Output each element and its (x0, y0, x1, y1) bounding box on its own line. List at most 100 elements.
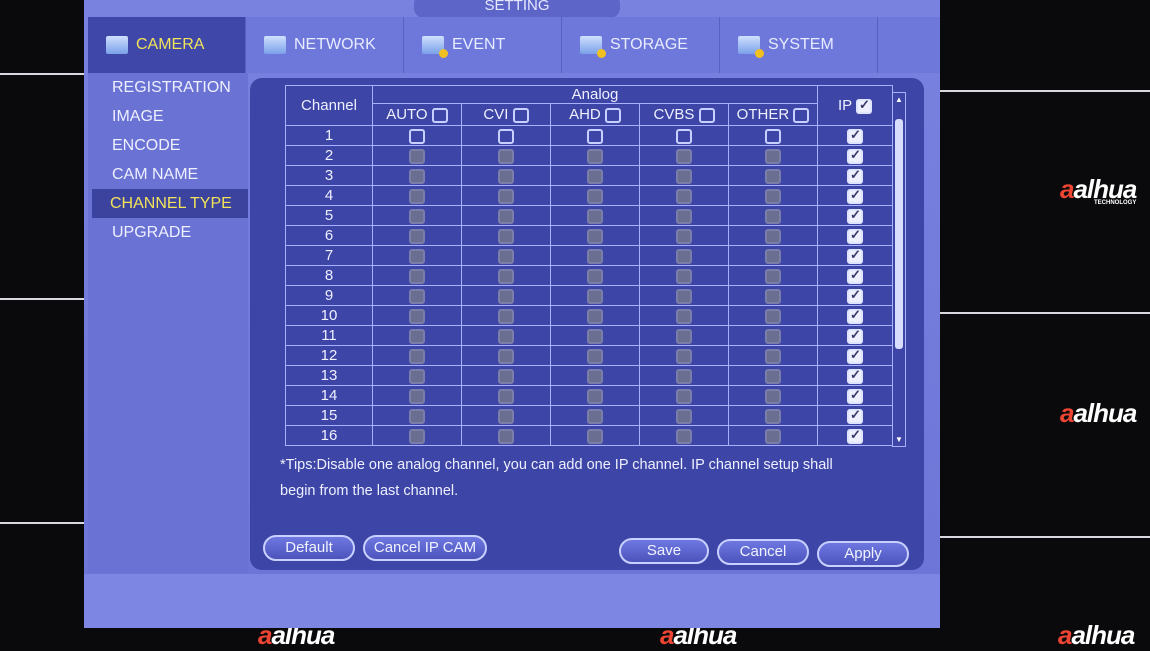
scroll-down-icon[interactable]: ▼ (895, 435, 903, 444)
tab-label: CAMERA (136, 36, 205, 53)
dahua-logo: aalhua (1060, 398, 1137, 428)
save-button[interactable]: Save (619, 538, 709, 564)
analog-cell (461, 185, 551, 206)
ip-checkbox[interactable] (847, 147, 863, 164)
channel-number: 2 (285, 145, 373, 166)
ip-checkbox[interactable] (847, 167, 863, 184)
ip-checkbox[interactable] (847, 307, 863, 324)
ip-checkbox[interactable] (847, 327, 863, 344)
ip-checkbox[interactable] (847, 227, 863, 244)
sidebar-item-upgrade[interactable]: UPGRADE (112, 224, 192, 241)
table-row: 9 (285, 285, 893, 306)
analog-cell (550, 345, 640, 366)
channel-type-panel: Channel Analog IP AUTO CVI AHD CVBS OTHE… (250, 78, 924, 570)
network-icon (264, 36, 286, 54)
system-icon (738, 36, 764, 58)
tab-system[interactable]: SYSTEM (720, 17, 878, 73)
column-select-all-checkbox[interactable] (431, 107, 448, 123)
other-checkbox[interactable] (765, 128, 781, 144)
auto-checkbox (409, 388, 425, 404)
sidebar: REGISTRATION IMAGE ENCODE CAM NAME CHANN… (88, 73, 248, 573)
ip-checkbox[interactable] (847, 207, 863, 224)
ahd-checkbox[interactable] (587, 128, 603, 144)
ip-checkbox[interactable] (847, 367, 863, 384)
analog-cell (728, 165, 818, 186)
channel-header: Channel (285, 85, 373, 126)
column-label: CVI (483, 106, 509, 123)
analog-cell (372, 205, 462, 226)
sidebar-item-registration[interactable]: REGISTRATION (112, 79, 231, 96)
channel-number: 9 (285, 285, 373, 306)
auto-checkbox (409, 248, 425, 264)
cvbs-checkbox[interactable] (676, 128, 692, 144)
analog-cell (461, 365, 551, 386)
analog-cell (639, 185, 729, 206)
cvi-checkbox (498, 308, 514, 324)
ip-cell (817, 425, 893, 446)
analog-cell (461, 125, 551, 146)
tips-text: *Tips:Disable one analog channel, you ca… (280, 457, 833, 499)
cancel-ip-cam-button[interactable]: Cancel IP CAM (363, 535, 487, 561)
analog-cell (550, 205, 640, 226)
column-select-all-checkbox[interactable] (604, 107, 621, 123)
auto-checkbox (409, 168, 425, 184)
channel-number: 10 (285, 305, 373, 326)
table-scrollbar[interactable]: ▲ ▼ (892, 92, 906, 447)
tab-label: SYSTEM (768, 36, 834, 53)
cvi-checkbox[interactable] (498, 128, 514, 144)
auto-checkbox[interactable] (409, 128, 425, 144)
sidebar-item-encode[interactable]: ENCODE (112, 137, 181, 154)
analog-cell (728, 345, 818, 366)
column-select-all-checkbox[interactable] (512, 107, 529, 123)
ip-checkbox[interactable] (847, 287, 863, 304)
ip-checkbox[interactable] (847, 127, 863, 144)
other-checkbox (765, 328, 781, 344)
table-row: 11 (285, 325, 893, 346)
cancel-button[interactable]: Cancel (717, 539, 809, 565)
cvbs-checkbox (676, 208, 692, 224)
ip-checkbox[interactable] (847, 187, 863, 204)
cvi-checkbox (498, 148, 514, 164)
analog-cell (550, 305, 640, 326)
tab-storage[interactable]: STORAGE (562, 17, 720, 73)
cvi-checkbox (498, 428, 514, 444)
analog-col-cvbs: CVBS (639, 103, 729, 126)
other-checkbox (765, 408, 781, 424)
column-select-all-checkbox[interactable] (793, 107, 810, 123)
ip-checkbox[interactable] (847, 387, 863, 404)
tab-event[interactable]: EVENT (404, 17, 562, 73)
cvi-checkbox (498, 368, 514, 384)
ip-checkbox[interactable] (847, 247, 863, 264)
default-button[interactable]: Default (263, 535, 355, 561)
auto-checkbox (409, 208, 425, 224)
apply-button[interactable]: Apply (817, 541, 909, 567)
tab-network[interactable]: NETWORK (246, 17, 404, 73)
sidebar-item-cam-name[interactable]: CAM NAME (112, 166, 199, 183)
analog-cell (550, 265, 640, 286)
analog-cell (728, 225, 818, 246)
column-label: OTHER (736, 106, 790, 123)
analog-cell (639, 205, 729, 226)
scroll-thumb[interactable] (895, 119, 903, 349)
other-checkbox (765, 428, 781, 444)
wall-divider (0, 298, 86, 300)
table-row: 3 (285, 165, 893, 186)
ip-checkbox[interactable] (847, 427, 863, 444)
ip-checkbox[interactable] (847, 347, 863, 364)
analog-cell (461, 325, 551, 346)
column-select-all-checkbox[interactable] (698, 107, 715, 123)
sidebar-item-image[interactable]: IMAGE (112, 108, 164, 125)
ip-select-all-checkbox[interactable] (856, 97, 873, 114)
analog-cell (728, 125, 818, 146)
analog-cell (639, 145, 729, 166)
other-checkbox (765, 208, 781, 224)
ip-checkbox[interactable] (847, 407, 863, 424)
sidebar-item-channel-type[interactable]: CHANNEL TYPE (92, 189, 248, 218)
tab-camera[interactable]: CAMERA (88, 17, 246, 73)
ip-checkbox[interactable] (847, 267, 863, 284)
setting-window: SETTING CAMERA NETWORK EVENT STORAGE SYS… (84, 0, 940, 628)
analog-col-auto: AUTO (372, 103, 462, 126)
channel-number: 6 (285, 225, 373, 246)
scroll-up-icon[interactable]: ▲ (895, 95, 903, 104)
analog-cell (372, 125, 462, 146)
